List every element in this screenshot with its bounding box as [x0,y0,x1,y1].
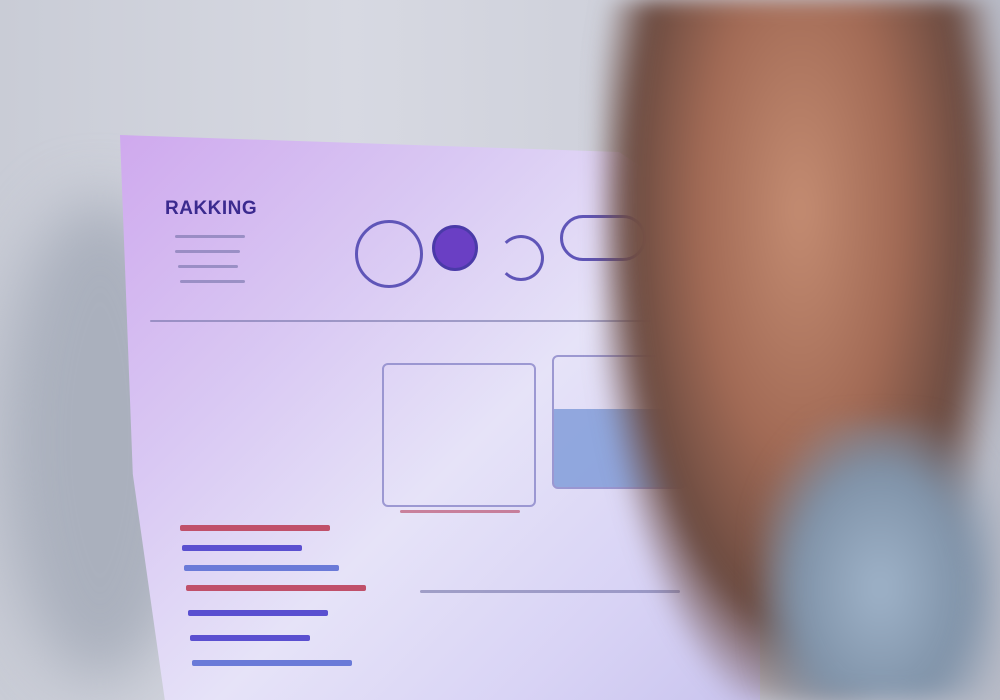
divider [420,590,680,593]
chart-bar [184,565,339,571]
donut-chart [355,220,423,288]
chart-bar [192,660,352,666]
divider [150,320,710,322]
text-line [175,250,240,253]
chart-bar [186,585,366,591]
chart-bar [180,525,330,531]
text-line [180,280,245,283]
text-line [175,235,245,238]
text-line [178,265,238,268]
person-shirt-blurred [760,420,1000,700]
report-title: RAKKING [165,198,258,219]
chart-bar [190,635,310,641]
chart-panel [382,363,536,507]
chart-bar [188,610,328,616]
chart-bar [182,545,302,551]
divider [400,510,520,513]
donut-chart [432,225,478,271]
arc-chart [498,235,544,281]
